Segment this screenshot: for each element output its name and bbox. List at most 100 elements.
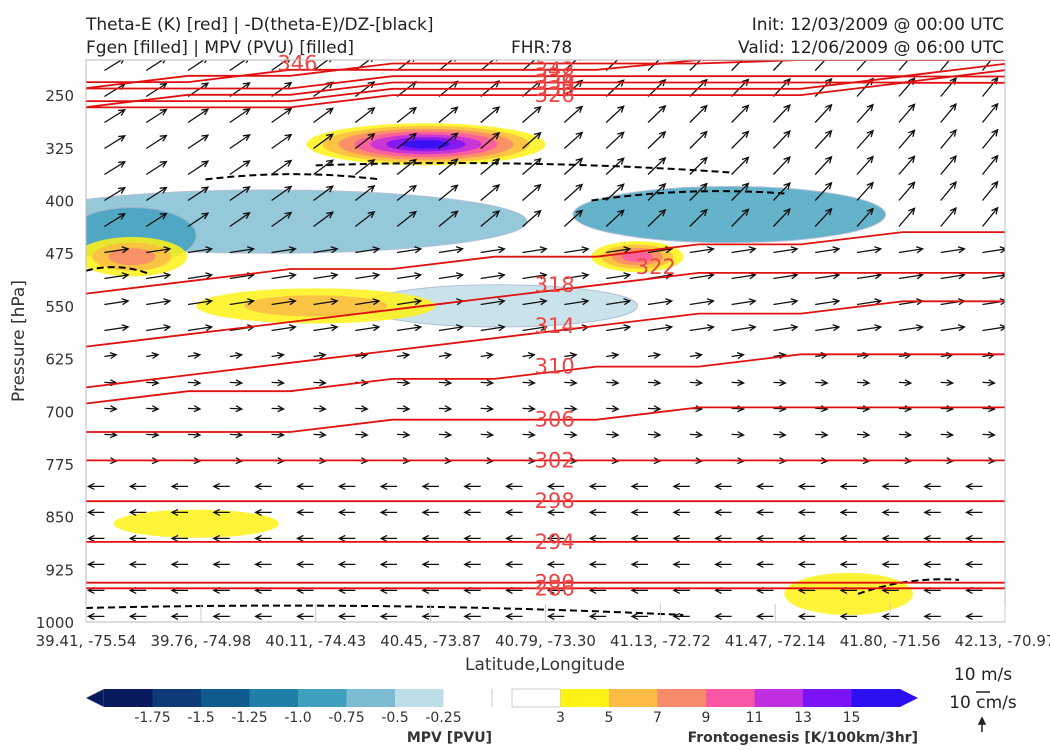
wind-vector-325 (815, 431, 829, 439)
wind-vector-388 (672, 508, 690, 516)
theta-e-contour-318 (86, 272, 1005, 348)
theta-e-contour-330 (86, 75, 1005, 102)
wind-vector-144 (605, 209, 625, 227)
wind-vector-158 (271, 246, 297, 254)
theta-e-label-334: 334 (535, 71, 575, 95)
wind-vector-11 (563, 60, 581, 71)
colorbar-extend (85, 688, 105, 708)
wind-vector-210 (606, 298, 632, 306)
wind-vector-163 (480, 246, 506, 254)
theta-e-contour-314 (86, 300, 1005, 389)
wind-vector-220 (104, 324, 130, 332)
wind-vector-279 (731, 379, 746, 387)
fgen-region-4-level-3 (113, 509, 279, 538)
wind-vector-324 (773, 431, 787, 439)
wind-vector-124 (689, 182, 708, 201)
valid-time: Valid: 12/06/2009 @ 06:00 UTC (738, 38, 1004, 58)
wind-vector-475 (630, 612, 648, 620)
wind-vector-353 (128, 482, 147, 490)
wind-vector-154 (104, 246, 130, 254)
wind-vector-122 (605, 183, 625, 201)
wind-vector-246 (271, 351, 285, 360)
wind-vector-101 (647, 156, 667, 175)
wind-vector-224 (271, 324, 297, 332)
wind-vector-60 (772, 104, 791, 123)
wind-vector-162 (438, 246, 465, 254)
wind-vector-208 (522, 298, 548, 306)
wind-vector-76 (522, 131, 542, 149)
wind-vector-131 (981, 180, 999, 201)
wind-vector-477 (714, 612, 732, 620)
theta-e-label-298: 298 (535, 489, 575, 513)
wind-vector-174 (940, 246, 966, 254)
colorbar-swatch-4 (754, 689, 804, 707)
wind-vector-439 (965, 560, 983, 568)
wind-vector-238 (856, 324, 883, 332)
wind-vector-422 (254, 560, 272, 568)
wind-vector-379 (296, 508, 314, 516)
colorbar-swatch-1 (152, 689, 202, 707)
wind-vector-176 (104, 272, 130, 280)
wind-vector-221 (146, 324, 172, 332)
wind-vector-252 (522, 351, 536, 360)
wind-vector-362 (505, 482, 523, 490)
wind-vector-425 (379, 560, 398, 568)
wind-vector-68 (187, 134, 210, 150)
theta-e-contour-322 (86, 231, 1005, 295)
wind-vector-185 (480, 272, 506, 280)
wind-vector-438 (923, 560, 941, 568)
wind-vector-432 (672, 560, 690, 568)
wind-vector-57 (647, 104, 667, 123)
wind-vector-295 (480, 405, 495, 413)
theta-e-label-286: 286 (535, 576, 575, 600)
wind-vector-299 (647, 405, 662, 413)
wind-vector-61 (814, 103, 833, 123)
theta-e-label-338: 338 (535, 64, 575, 88)
wind-vector-243 (146, 351, 160, 360)
wind-vector-141 (480, 210, 501, 227)
wind-vector-110 (104, 187, 127, 202)
wind-vector-161 (397, 246, 423, 254)
wind-vector-95 (396, 158, 418, 176)
wind-vector-408 (588, 534, 607, 542)
wind-vector-390 (755, 508, 774, 516)
colorbar-swatch-2 (657, 689, 707, 707)
theta-e-label-306: 306 (535, 408, 575, 432)
colorbar-swatch-0 (104, 689, 153, 707)
fgen-region-2-level-7 (108, 248, 156, 266)
theta-e-label-346: 346 (277, 52, 317, 76)
title-line-1: Theta-E (K) [red] | -D(theta-E)/DZ-[blac… (86, 15, 434, 35)
wind-vector-147 (731, 208, 750, 227)
wind-vector-244 (187, 351, 202, 360)
wind-vector-89 (145, 160, 168, 176)
wind-vector-406 (505, 534, 523, 542)
wind-vector-274 (522, 379, 536, 387)
wind-vector-165 (564, 246, 590, 254)
wind-vector-90 (187, 160, 210, 176)
colorbar-tick-3: -1.0 (284, 710, 311, 726)
wind-vector-58 (689, 104, 708, 123)
wind-vector-383 (463, 508, 481, 516)
wind-vector-212 (689, 298, 715, 306)
fgen-region-5-level-3 (784, 572, 914, 615)
wind-vector-437 (881, 560, 899, 568)
wind-vector-360 (421, 482, 439, 490)
colorbar-swatch-white (443, 689, 492, 707)
y-tick-850: 850 (45, 509, 74, 527)
wind-vector-70 (271, 133, 293, 150)
wind-vector-234 (689, 324, 715, 332)
wind-vector-125 (731, 182, 750, 201)
wind-vector-152 (940, 207, 957, 227)
wind-vector-420 (170, 560, 188, 568)
wind-vector-368 (755, 482, 774, 490)
wind-vector-239 (898, 324, 925, 332)
wind-vector-249 (397, 351, 411, 360)
wind-vector-377 (212, 508, 230, 516)
wind-vector-45 (145, 108, 168, 124)
wind-vector-314 (355, 431, 369, 439)
wind-vector-387 (630, 508, 648, 516)
wind-vector-472 (505, 612, 523, 620)
wind-vector-51 (396, 106, 418, 124)
colorbar-swatch-3 (249, 689, 299, 707)
wind-vector-245 (229, 351, 244, 360)
